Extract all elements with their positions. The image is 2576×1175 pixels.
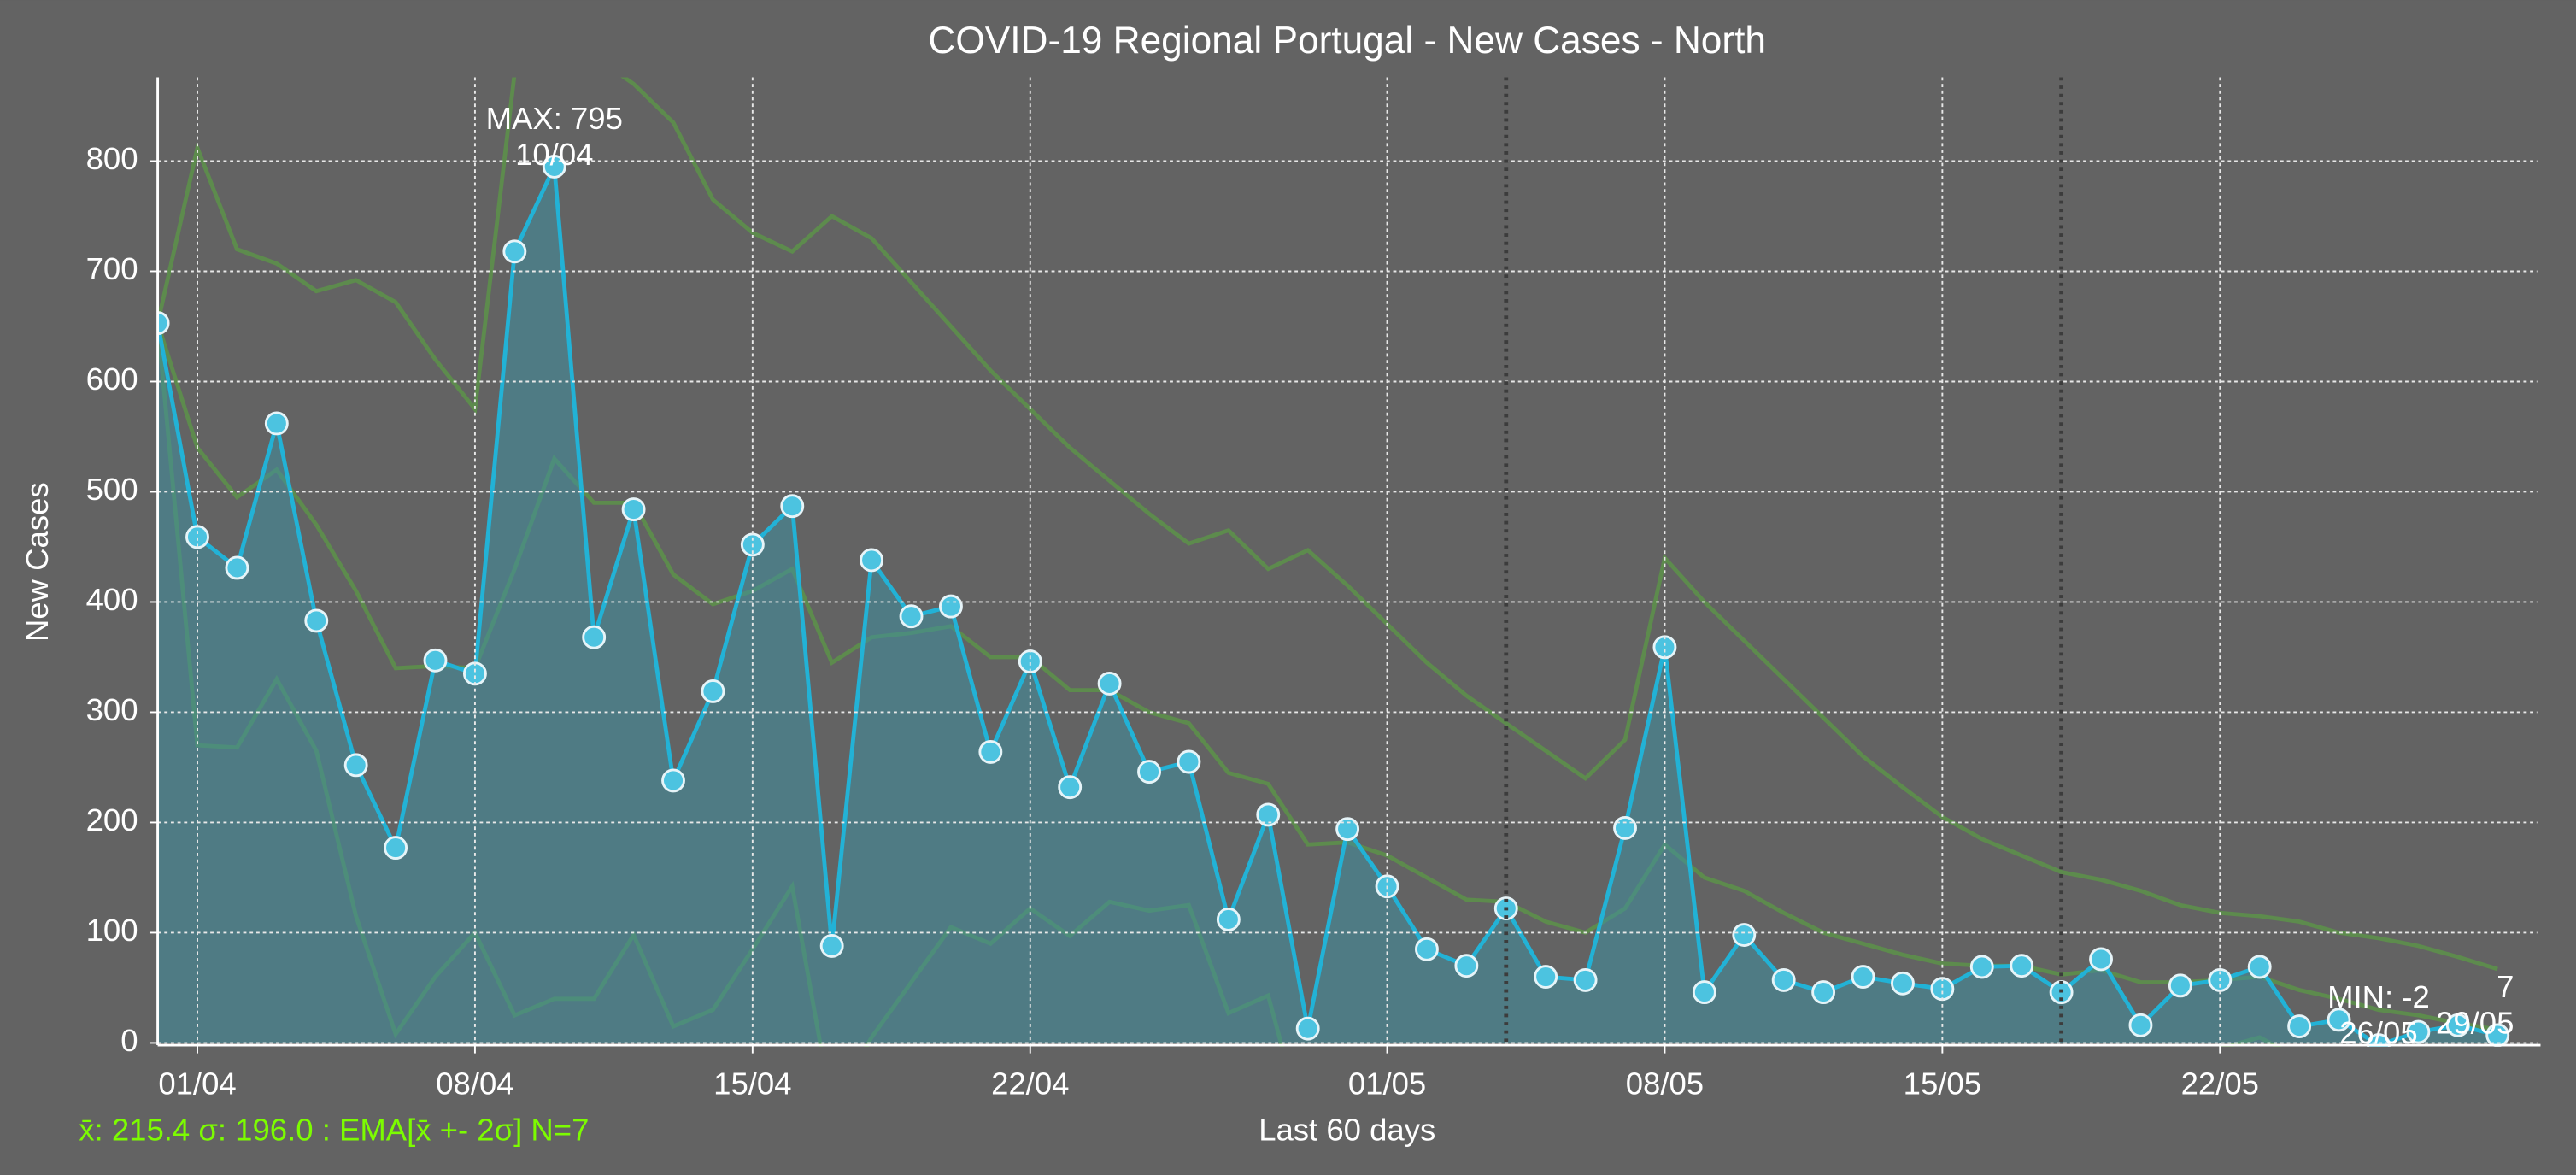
marker (423, 648, 448, 673)
marker (701, 679, 725, 703)
marker (2089, 947, 2113, 972)
marker (1058, 775, 1083, 800)
marker (1969, 955, 1994, 979)
marker (2445, 1013, 2470, 1037)
marker (2287, 1014, 2312, 1039)
marker (1930, 977, 1955, 1002)
x-tick-label: 08/04 (436, 1066, 513, 1102)
marker (780, 494, 805, 519)
annotation: MIN: -2 (2327, 979, 2430, 1014)
marker (1692, 980, 1716, 1005)
marker (1652, 635, 1677, 660)
marker (1811, 980, 1836, 1005)
y-tick-label: 800 (86, 141, 138, 176)
x-tick-label: 22/05 (2181, 1066, 2259, 1102)
marker (225, 555, 249, 580)
marker (2128, 1013, 2153, 1037)
marker (899, 604, 924, 629)
y-tick-label: 100 (86, 913, 138, 948)
marker (1732, 923, 1757, 947)
marker (860, 548, 884, 573)
marker (1137, 760, 1161, 784)
marker (1335, 817, 1360, 842)
y-tick-label: 400 (86, 582, 138, 617)
marker (157, 311, 170, 336)
marker (2010, 954, 2034, 978)
annotation-date: 10/04 (515, 137, 593, 172)
marker (661, 768, 685, 793)
line (157, 158, 2498, 1047)
marker (2247, 955, 2272, 979)
marker (582, 625, 607, 649)
marker (621, 497, 646, 522)
marker (1256, 802, 1281, 827)
marker (1573, 967, 1598, 992)
chart-title: COVID-19 Regional Portugal - New Cases -… (928, 20, 1766, 62)
marker (819, 933, 844, 958)
marker (264, 411, 289, 436)
marker (1177, 749, 1201, 774)
marker (1891, 971, 1915, 996)
marker (462, 661, 487, 686)
x-axis-label: Last 60 days (1259, 1113, 1435, 1148)
marker (1216, 908, 1241, 931)
annotation-date: 29/05 (2436, 1006, 2514, 1041)
marker (1454, 954, 1479, 978)
annotation: 7 (2497, 969, 2514, 1004)
y-tick-label: 600 (86, 361, 138, 397)
marker (1851, 965, 1875, 989)
y-tick-label: 300 (86, 692, 138, 727)
y-axis-label: New Cases (20, 482, 55, 642)
marker (304, 608, 329, 633)
marker (2327, 1008, 2351, 1032)
marker (938, 594, 963, 619)
marker (978, 739, 1003, 764)
plot-area (157, 77, 2510, 1047)
x-tick-label: 08/05 (1626, 1066, 1704, 1102)
footer-stats: x̄: 215.4 σ: 196.0 : EMA[x̄ +- 2σ] N=7 (79, 1113, 589, 1148)
y-tick-label: 200 (86, 802, 138, 837)
x-tick-label: 01/04 (158, 1066, 236, 1102)
marker (1534, 965, 1558, 989)
area (157, 166, 2498, 1046)
x-tick-label: 22/04 (991, 1066, 1069, 1102)
marker (2406, 1019, 2431, 1044)
marker (1295, 1016, 1320, 1041)
x-tick-label: 15/05 (1904, 1066, 1981, 1102)
band-line (157, 77, 2498, 972)
y-tick-label: 500 (86, 472, 138, 507)
annotation: MAX: 795 (486, 101, 623, 136)
y-tick-label: 0 (120, 1023, 138, 1058)
marker (1415, 937, 1439, 961)
marker (384, 836, 408, 861)
marker (502, 239, 527, 264)
marker (1613, 815, 1637, 840)
marker (1097, 671, 1122, 696)
marker (343, 753, 368, 778)
annotation-date: 26/05 (2339, 1015, 2417, 1050)
marker (2168, 973, 2192, 998)
y-tick-label: 700 (86, 251, 138, 286)
x-tick-label: 15/04 (713, 1066, 791, 1102)
marker (1771, 967, 1796, 992)
x-tick-label: 01/05 (1348, 1066, 1426, 1102)
